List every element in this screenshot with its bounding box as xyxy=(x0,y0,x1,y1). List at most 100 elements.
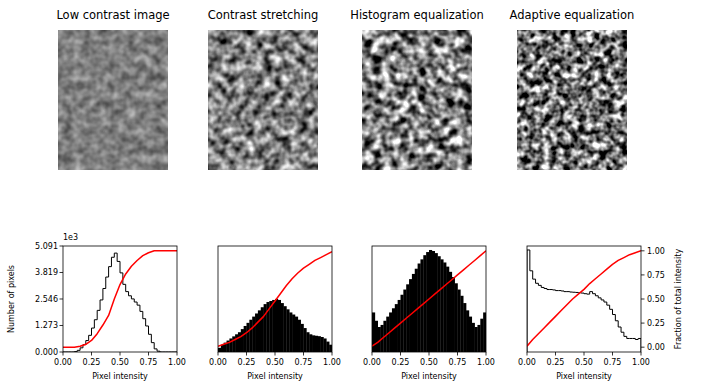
histogram-step xyxy=(558,290,561,291)
cdf-line xyxy=(63,251,177,347)
x-tick-label: 0.50 xyxy=(111,358,129,367)
x-tick-label: 0.25 xyxy=(547,358,565,367)
cdf-line xyxy=(372,251,486,346)
plot-area xyxy=(218,252,332,352)
y-offset-text: 1e3 xyxy=(63,233,78,242)
histogram-bar xyxy=(258,310,261,352)
histogram-bar xyxy=(218,348,221,352)
x-axis-title: Pixel intensity xyxy=(401,372,457,381)
x-tick-label: 0.25 xyxy=(392,358,410,367)
histogram-step xyxy=(533,279,536,283)
histogram-step xyxy=(123,284,126,291)
histogram-bar xyxy=(326,342,329,352)
histogram-bar xyxy=(483,312,486,352)
histogram-bar xyxy=(244,326,247,352)
plot-area xyxy=(372,250,486,352)
histogram-step xyxy=(618,327,621,332)
y-tick xyxy=(60,352,64,353)
y-tick-label: 5.091 xyxy=(35,242,58,251)
histogram-step xyxy=(541,287,544,288)
histogram-bar xyxy=(261,307,264,352)
histogram-step xyxy=(567,291,570,292)
histogram-step xyxy=(587,292,590,295)
histogram-step xyxy=(610,309,613,314)
histogram-step xyxy=(570,292,573,293)
y2-tick xyxy=(641,347,645,348)
figure: Low contrast image 0.00 0.25 0.50 0.75 1.00 Pi… xyxy=(0,0,710,385)
histogram-step xyxy=(77,348,80,350)
panel-title: Contrast stretching xyxy=(208,8,319,22)
histogram-bar xyxy=(292,315,295,352)
x-tick-label: 0.00 xyxy=(209,358,227,367)
histogram-step xyxy=(146,326,149,334)
histogram-step xyxy=(143,319,146,326)
histogram-step xyxy=(114,253,117,261)
histogram-step xyxy=(561,290,564,292)
histogram-step xyxy=(154,349,157,351)
y2-tick xyxy=(641,299,645,300)
y2-tick-label: 1.00 xyxy=(647,247,665,256)
histogram-step xyxy=(635,338,638,339)
histogram-bar xyxy=(426,252,429,352)
histogram-step xyxy=(547,289,550,290)
histogram-bar xyxy=(329,345,332,352)
histogram-step xyxy=(106,267,109,277)
histogram-bar xyxy=(247,323,250,352)
histogram-step xyxy=(544,289,547,290)
histogram-bar xyxy=(284,306,287,352)
histogram-bar xyxy=(469,317,472,352)
y2-tick-label: 0.00 xyxy=(647,343,665,352)
panel-title: Low contrast image xyxy=(56,8,169,22)
histogram-bar xyxy=(321,337,324,352)
y-tick xyxy=(60,272,64,273)
y-tick xyxy=(60,298,64,299)
y-tick-label: 2.546 xyxy=(35,295,58,304)
x-tick-label: 0.75 xyxy=(449,358,467,367)
histogram-step xyxy=(74,350,77,351)
plot-area xyxy=(63,251,177,352)
x-tick xyxy=(641,352,642,356)
y-axis-title: Number of pixels xyxy=(7,265,16,333)
histogram-bar xyxy=(429,250,432,352)
y2-axis-title: Fraction of total intensity xyxy=(674,249,683,350)
histogram-bar xyxy=(443,262,446,352)
image xyxy=(58,30,168,170)
y2-tick-label: 0.50 xyxy=(647,295,665,304)
histogram-bar xyxy=(480,319,483,352)
histogram-bar xyxy=(463,303,466,352)
histogram-step xyxy=(538,285,541,287)
histogram-bar xyxy=(298,320,301,352)
histogram-step xyxy=(621,332,624,336)
x-tick-label: 0.25 xyxy=(83,358,101,367)
x-tick xyxy=(303,352,304,356)
histogram-step xyxy=(575,292,578,293)
x-tick xyxy=(148,352,149,356)
histogram-step xyxy=(630,338,633,339)
histogram-bar xyxy=(440,259,443,352)
histogram-bar xyxy=(238,332,241,352)
x-tick-label: 0.50 xyxy=(575,358,593,367)
image xyxy=(362,30,472,170)
histogram-step xyxy=(131,299,134,302)
histogram-step xyxy=(536,283,539,285)
histogram-bar xyxy=(272,300,275,352)
x-tick xyxy=(527,352,528,356)
histogram-bar xyxy=(446,267,449,352)
histogram-step xyxy=(590,292,593,294)
histogram-bar xyxy=(460,296,463,352)
histogram-bar xyxy=(264,304,267,352)
x-axis-title: Pixel intensity xyxy=(92,372,148,381)
x-tick-label: 0.75 xyxy=(140,358,158,367)
x-tick-label: 0.50 xyxy=(266,358,284,367)
histogram-bar xyxy=(241,329,244,352)
histogram-step xyxy=(103,277,106,288)
x-tick xyxy=(429,352,430,356)
y-tick xyxy=(60,325,64,326)
histogram-bar xyxy=(304,328,307,352)
histogram-step xyxy=(584,293,587,294)
histogram-bar xyxy=(255,313,258,352)
x-axis-title: Pixel intensity xyxy=(556,372,612,381)
x-tick-label: 1.00 xyxy=(632,358,650,367)
x-tick xyxy=(120,352,121,356)
y-tick-label: 0.000 xyxy=(35,348,58,357)
